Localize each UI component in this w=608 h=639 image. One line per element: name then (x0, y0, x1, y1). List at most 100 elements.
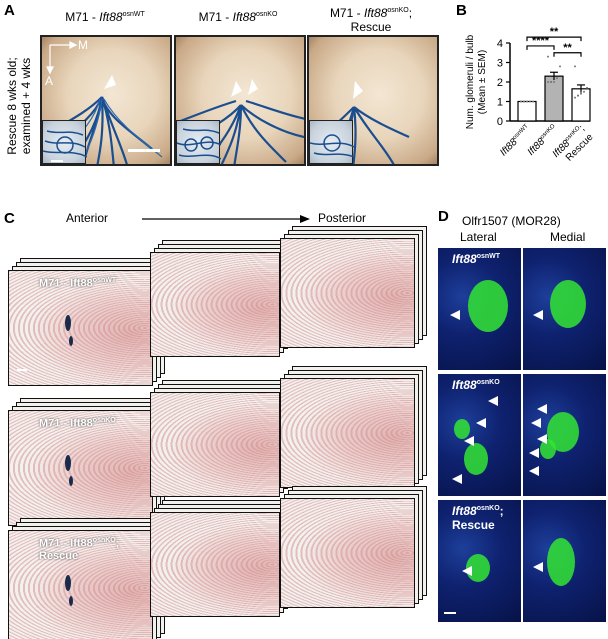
y-tick-label: 0 (497, 116, 503, 128)
section-image-rescue-2 (150, 512, 280, 617)
section-image-wt-2 (150, 252, 280, 357)
axon-projection-ko (177, 79, 304, 164)
arrowhead-icon (488, 396, 498, 406)
section-row-label-ko: M71 - Ift88osnKO (39, 417, 116, 430)
panel-a-side-label: Rescue 8 wks old; examined + 4 wks (2, 40, 33, 170)
bar-1 (517, 100, 537, 122)
data-point (526, 100, 528, 103)
axis-m-label: M (78, 38, 88, 52)
data-point (523, 100, 525, 103)
section-image-ko-3 (280, 378, 415, 488)
xgal-glomerulus-mark (65, 315, 73, 346)
data-point (559, 65, 561, 68)
panel-b-letter: B (456, 2, 467, 19)
col-lateral-label: Lateral (460, 230, 497, 244)
panel-a-title-3: M71 - Ift88osnKO; Rescue (329, 6, 413, 34)
fluorescence-row-label-rescue: Ift88osnKO; Rescue (452, 504, 504, 532)
serial-section-grid: M71 - Ift88osnWT M71 - Ift88osnKO M71 - If… (0, 226, 430, 639)
fluorescence-image-ko-lateral: Ift88osnKO (437, 373, 522, 497)
data-point (586, 86, 588, 89)
anterior-posterior-arrow (142, 215, 310, 223)
arrowhead-icon (476, 418, 486, 428)
axis-a-label: A (45, 74, 53, 88)
panel-c-letter: C (4, 210, 15, 227)
glomerulus-signal (454, 419, 470, 439)
data-point (529, 100, 531, 103)
arrowhead-icon (537, 434, 547, 444)
section-image-ko-2 (150, 392, 280, 497)
glomerulus-signal (466, 554, 490, 582)
panel-d-title: Olfr1507 (MOR28) (462, 214, 561, 228)
wholemount-image-ko (174, 35, 306, 166)
section-image-wt-3 (280, 238, 415, 348)
bar-chart: 0 1 2 3 4 Num. glomeruli / bulb(Mean ± SEM) If… (465, 26, 596, 168)
section-image-ko-1: M71 - Ift88osnKO (8, 410, 153, 526)
arrowhead-icon (452, 474, 462, 484)
arrowhead-icon (248, 79, 258, 95)
x-category-label-3: Ift88osnKO;Rescue (551, 123, 596, 168)
y-tick-label: 4 (497, 38, 503, 50)
significance-label: **** (532, 35, 550, 47)
panel-d-letter: D (438, 208, 449, 225)
significance-bracket (526, 36, 582, 42)
glomerulus-signal (464, 443, 488, 475)
section-image-rescue-1: M71 - Ift88osnKO; Rescue (8, 530, 153, 639)
data-point (550, 81, 552, 83)
fluorescence-image-ko-medial (522, 373, 607, 497)
xgal-glomerulus-mark (65, 455, 73, 486)
panel-a-title-2: M71 - Ift88osnKO (198, 10, 278, 24)
axon-projection-wt: M A (45, 38, 163, 164)
fluorescence-image-wt-lateral: Ift88osnWT (437, 247, 522, 371)
y-axis-label: Num. glomeruli / bulb(Mean ± SEM) (465, 34, 488, 129)
arrowhead-icon (450, 310, 460, 320)
data-point (532, 100, 534, 103)
anterior-label: Anterior (66, 211, 109, 225)
wholemount-image-rescue (307, 35, 439, 166)
arrowhead-icon (533, 310, 543, 320)
arrowhead-icon (104, 75, 116, 89)
inset-rescue (309, 120, 355, 164)
fluorescence-grid: Ift88osnWT Ift88osnKO Ift88osnKO; Rescue (437, 247, 608, 639)
significance-label: ** (563, 42, 572, 54)
inset-ko (176, 120, 222, 164)
arrowhead-icon (231, 81, 242, 97)
side-label-line-2: examined + 4 wks (19, 57, 33, 155)
arrowhead-icon (531, 418, 541, 428)
arrowhead-icon (529, 448, 539, 458)
y-tick-label: 2 (497, 77, 503, 89)
side-label-line-1: Rescue 8 wks old; (5, 57, 19, 155)
fluorescence-image-wt-medial (522, 247, 607, 371)
data-point (547, 55, 549, 58)
data-point (583, 90, 585, 93)
fluorescence-image-rescue-medial (522, 499, 607, 623)
fluorescence-row-label-ko: Ift88osnKO (452, 378, 500, 392)
panel-a-title-1: M71 - Ift88osnWT (65, 10, 145, 24)
data-point (547, 81, 549, 83)
scale-bar (17, 369, 27, 371)
arrowhead-icon (464, 436, 474, 446)
scale-bar (444, 612, 456, 614)
data-point (574, 65, 576, 68)
glomerulus-signal (547, 412, 579, 452)
col-medial-label: Medial (550, 230, 586, 244)
fluorescence-image-rescue-lateral: Ift88osnKO; Rescue (437, 499, 522, 623)
data-point (556, 77, 558, 80)
data-point (520, 100, 522, 103)
section-row-label-wt: M71 - Ift88osnWT (39, 277, 117, 290)
section-image-rescue-3 (280, 498, 415, 608)
data-point (577, 94, 579, 97)
data-point (574, 96, 576, 99)
glomerulus-signal (540, 439, 556, 459)
posterior-label: Posterior (318, 211, 367, 225)
data-point (553, 81, 555, 83)
arrowhead-icon (533, 562, 543, 572)
arrowhead-icon (353, 81, 363, 99)
y-tick-label: 1 (497, 97, 503, 109)
data-point (580, 92, 582, 95)
y-tick-label: 3 (497, 58, 503, 70)
fluorescence-row-label-wt: Ift88osnWT (452, 252, 501, 266)
wholemount-image-wt: M A (40, 35, 172, 166)
arrowhead-icon (462, 566, 472, 576)
scale-bar (128, 149, 160, 152)
inset-wt (42, 120, 88, 164)
